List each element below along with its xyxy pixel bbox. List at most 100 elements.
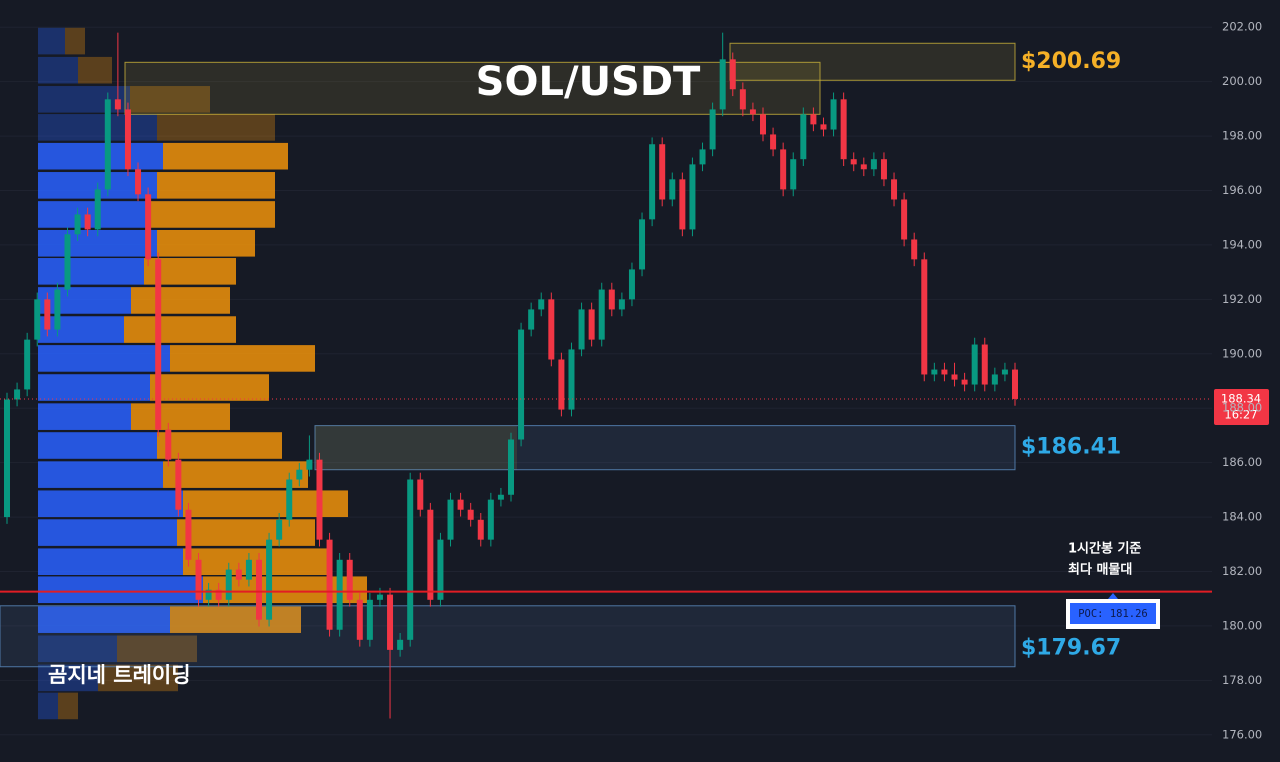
- candle-body: [407, 479, 414, 640]
- candle-body: [276, 519, 283, 540]
- candle-body: [649, 144, 656, 220]
- profile-bar: [38, 316, 124, 343]
- profile-bar: [65, 27, 85, 55]
- profile-bar: [38, 56, 78, 84]
- candle-body: [104, 99, 111, 190]
- candle-body: [487, 499, 494, 540]
- zone: [0, 605, 1016, 668]
- candle-body: [598, 289, 605, 340]
- candle-body: [477, 519, 484, 540]
- profile-bar: [170, 606, 301, 633]
- candle-body: [44, 299, 51, 330]
- candle-body: [830, 99, 837, 130]
- profile-bar: [130, 86, 210, 113]
- profile-bar: [38, 345, 170, 372]
- y-tick-label: 194.00: [1222, 237, 1262, 251]
- candle-body: [588, 309, 595, 340]
- candle-body: [266, 539, 273, 620]
- candle-body: [24, 339, 31, 390]
- candle-body: [225, 569, 232, 600]
- candle-body: [971, 344, 978, 385]
- candle-body: [155, 259, 162, 430]
- candle-body: [820, 124, 827, 130]
- profile-bar: [150, 374, 269, 401]
- profile-bar: [38, 201, 150, 228]
- last-price-time: 16:27: [1224, 407, 1257, 421]
- candle-body: [850, 159, 857, 165]
- candle-body: [860, 164, 867, 170]
- profile-bar: [38, 287, 131, 314]
- candle-body: [256, 559, 262, 620]
- profile-bar: [177, 519, 315, 546]
- candle-body: [770, 134, 777, 150]
- y-tick-label: 196.00: [1222, 183, 1262, 197]
- poc-label-box: [1070, 603, 1156, 624]
- candle-body: [739, 89, 746, 110]
- candle-body: [497, 494, 504, 500]
- profile-bar: [38, 142, 163, 170]
- candle-body: [346, 559, 353, 600]
- candle-body: [437, 539, 444, 600]
- profile-bar: [157, 172, 275, 199]
- last-price-box: [1214, 388, 1269, 425]
- candle-body: [870, 159, 877, 170]
- volume-profile: [38, 27, 367, 720]
- profile-bar: [38, 635, 117, 663]
- candle-body: [124, 109, 131, 170]
- candle-body: [215, 589, 222, 600]
- profile-bar: [58, 692, 78, 720]
- last-price-label: 188.34: [1221, 391, 1261, 405]
- profile-bar: [38, 606, 170, 633]
- candle-body: [941, 369, 948, 375]
- candle-body: [951, 374, 958, 380]
- candle-body: [800, 114, 807, 160]
- candle-body: [296, 469, 303, 480]
- profile-bar: [38, 258, 144, 285]
- profile-bar: [170, 345, 315, 372]
- candle-body: [64, 234, 71, 290]
- candle-body: [508, 439, 514, 495]
- candle-body: [195, 559, 202, 600]
- candle-body: [235, 569, 242, 580]
- profile-bar: [131, 287, 230, 314]
- candles: [4, 32, 1018, 719]
- candle-body: [74, 214, 81, 235]
- candle-body: [991, 374, 998, 385]
- candle-body: [669, 179, 676, 200]
- candle-body: [709, 109, 716, 150]
- candle-body: [961, 379, 968, 385]
- candle-body: [810, 114, 817, 125]
- candle-body: [639, 219, 646, 270]
- candle-body: [457, 499, 464, 510]
- candle-body: [911, 239, 918, 260]
- candle-body: [316, 459, 323, 540]
- candle-body: [175, 459, 182, 510]
- profile-bar: [163, 142, 288, 170]
- candle-body: [387, 594, 394, 650]
- candle-body: [366, 599, 373, 640]
- zone-label: $186.41: [1021, 435, 1121, 460]
- candle-body: [628, 269, 635, 300]
- poc-label: POC: 181.26: [1078, 608, 1148, 620]
- y-tick-label: 178.00: [1222, 673, 1262, 687]
- candle-body: [568, 349, 575, 410]
- chart-title: SOL/USDT: [476, 59, 701, 105]
- candle-body: [397, 639, 404, 650]
- profile-bar: [117, 635, 197, 663]
- candle-body: [780, 149, 787, 190]
- profile-bar: [157, 114, 275, 141]
- candle-body: [205, 589, 212, 600]
- overlay: POC: 181.26 188.34 16:27: [0, 388, 1269, 629]
- candle-body: [447, 499, 454, 540]
- profile-bar: [38, 548, 183, 575]
- candle-body: [679, 179, 686, 230]
- profile-bar: [38, 86, 130, 113]
- profile-bar: [131, 403, 230, 430]
- profile-bar: [38, 519, 177, 546]
- candle-body: [518, 329, 525, 440]
- candle-body: [538, 299, 545, 310]
- profile-bar: [38, 664, 98, 692]
- zones: [0, 42, 1016, 668]
